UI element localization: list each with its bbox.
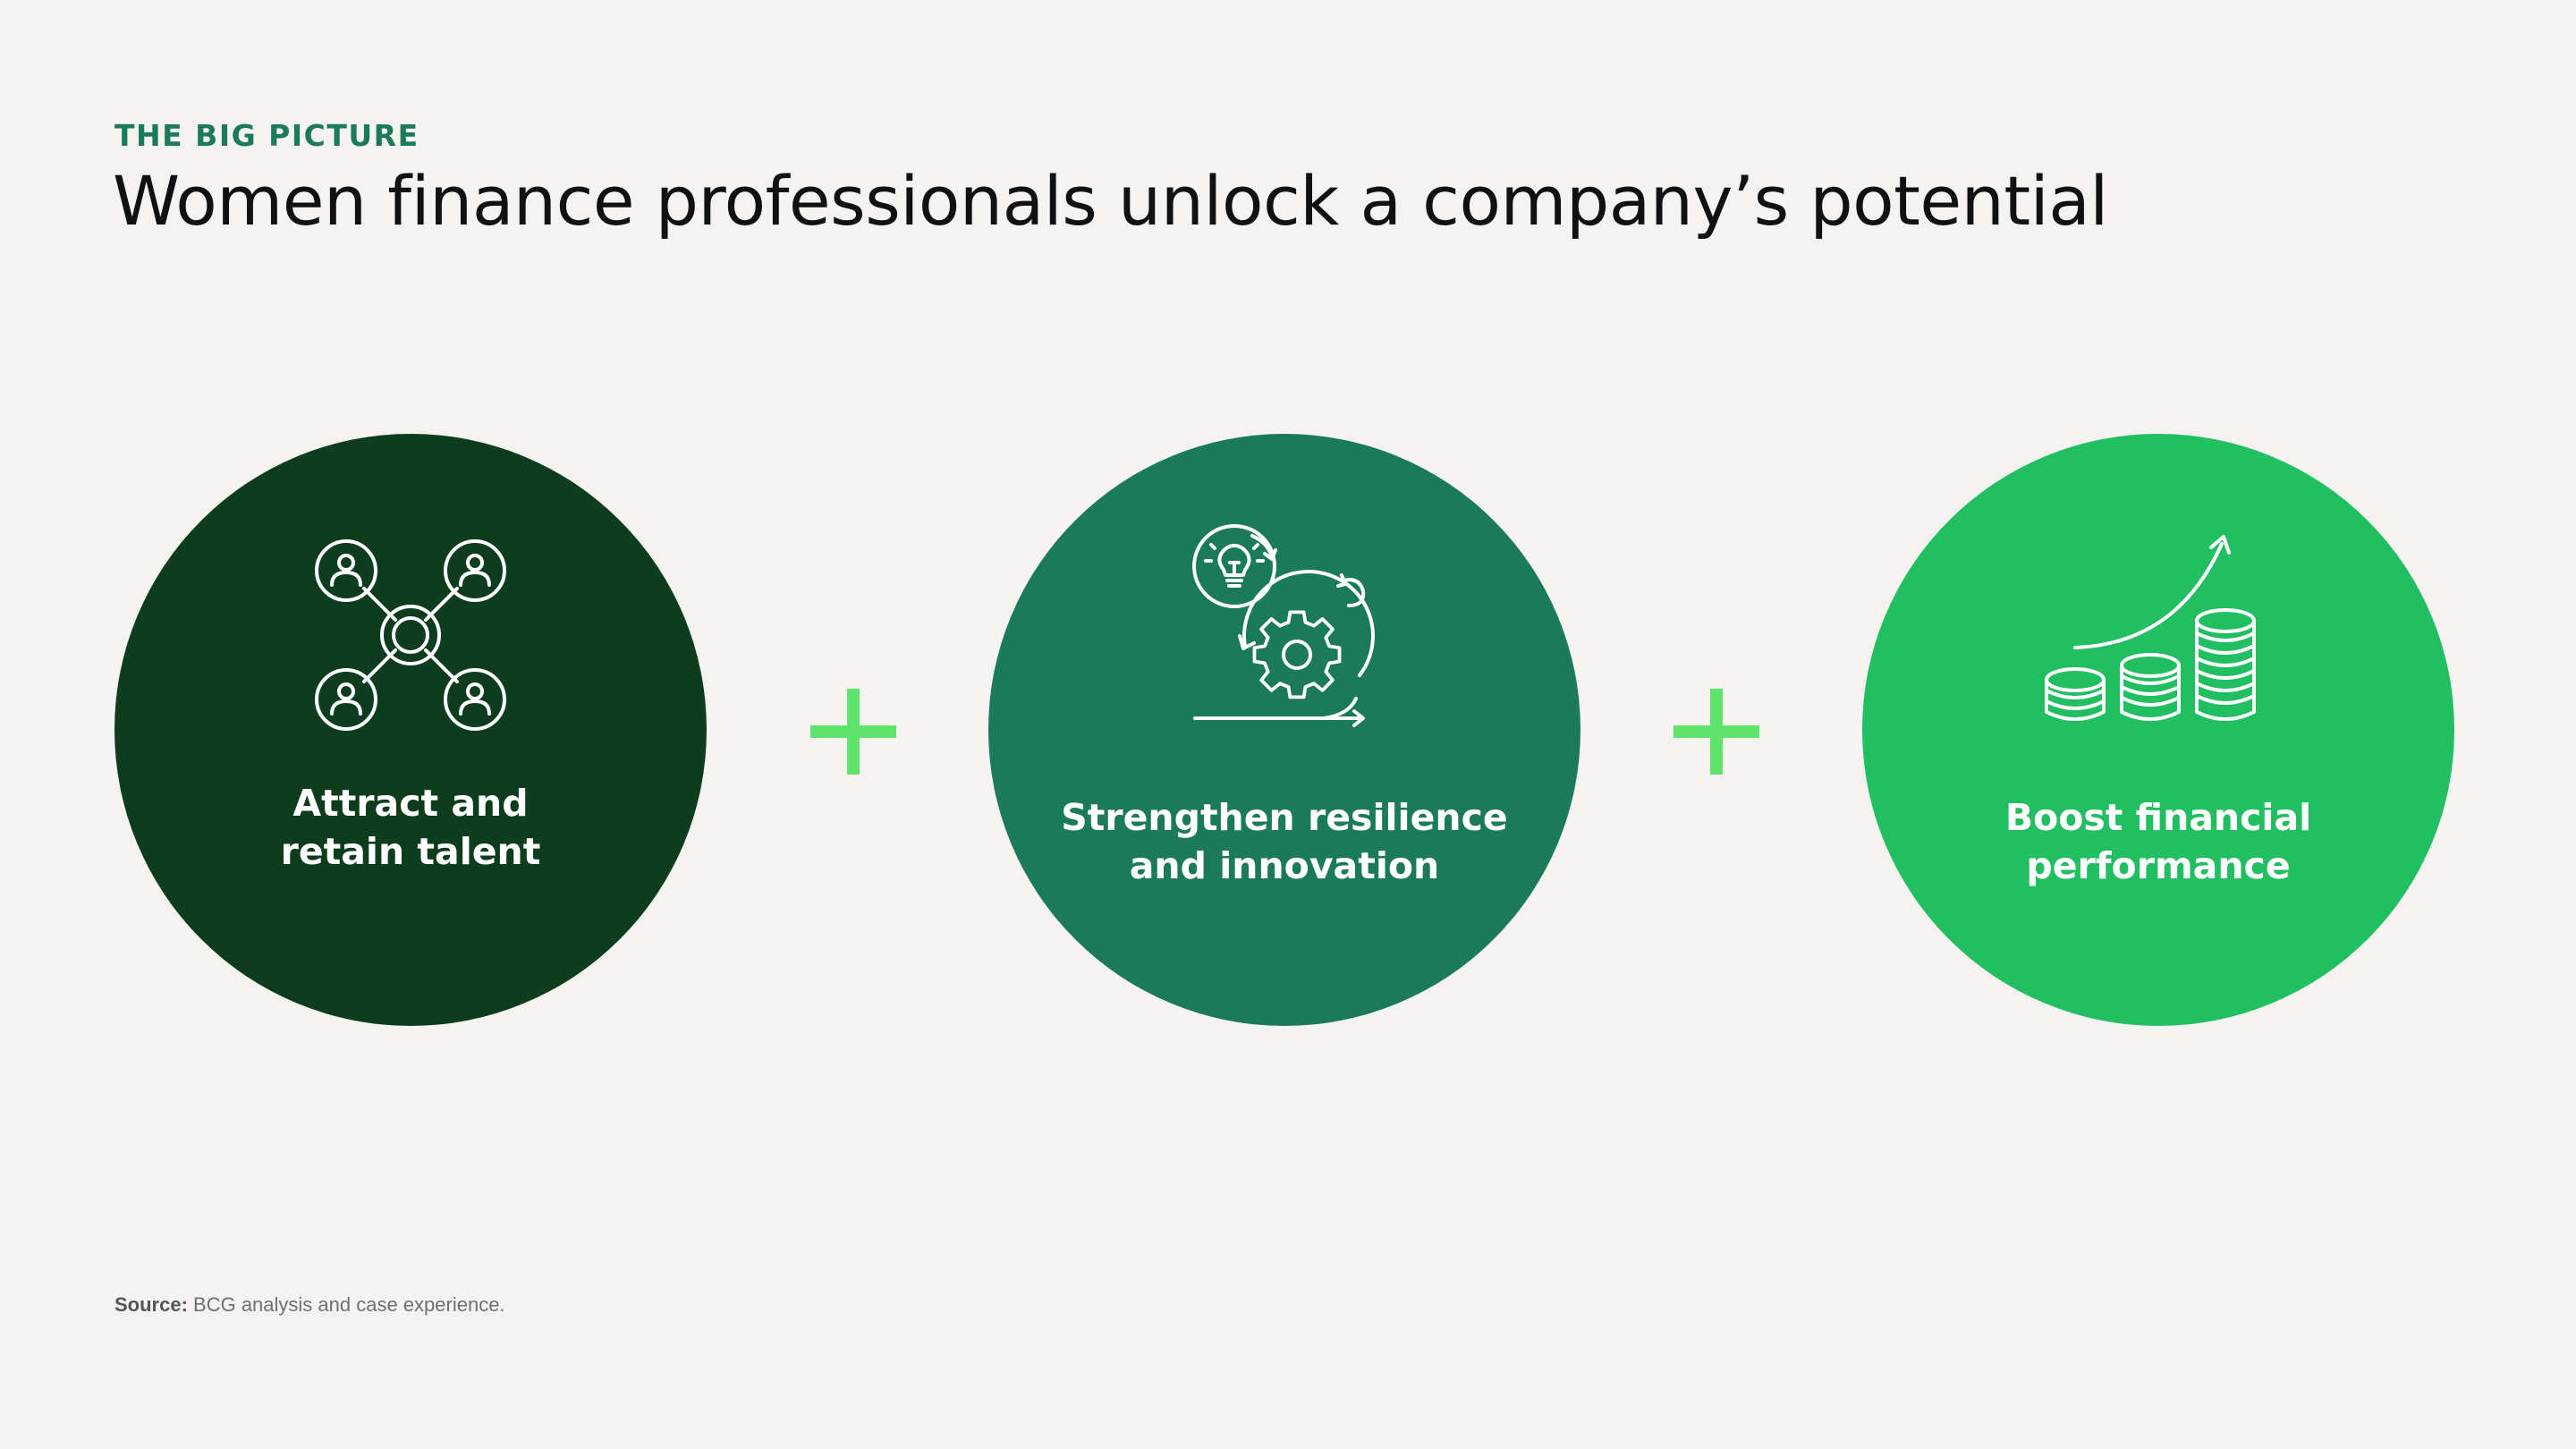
pillar-label-line: Boost financial [2004, 796, 2312, 839]
pillar-financial-performance: Boost financial performance [1862, 434, 2454, 1026]
pillar-attract-talent: Attract and retain talent [114, 434, 707, 1026]
pillar-resilience-innovation: Strengthen resilience and innovation [988, 434, 1580, 1026]
source-note: Source: BCG analysis and case experience… [114, 1293, 505, 1317]
eyebrow-label: THE BIG PICTURE [114, 118, 419, 153]
lightbulb-gear-cycle-icon [1190, 523, 1404, 738]
coins-growth-icon [2034, 528, 2267, 733]
page-title: Women finance professionals unlock a com… [113, 161, 2108, 241]
pillar-label: Boost financial performance [1862, 793, 2454, 890]
pillar-label-line: and innovation [1129, 844, 1440, 887]
source-label: Source: [114, 1293, 188, 1316]
pillar-label: Attract and retain talent [114, 779, 707, 876]
pillar-label-line: retain talent [280, 830, 541, 873]
pillar-label-line: Attract and [292, 782, 529, 825]
pillar-label-line: Strengthen resilience [1061, 796, 1508, 839]
plus-icon [810, 689, 896, 775]
plus-icon [1674, 689, 1759, 775]
pillar-label: Strengthen resilience and innovation [988, 793, 1580, 890]
network-people-icon [312, 537, 509, 733]
source-text: BCG analysis and case experience. [187, 1293, 505, 1316]
pillar-label-line: performance [2026, 844, 2291, 887]
